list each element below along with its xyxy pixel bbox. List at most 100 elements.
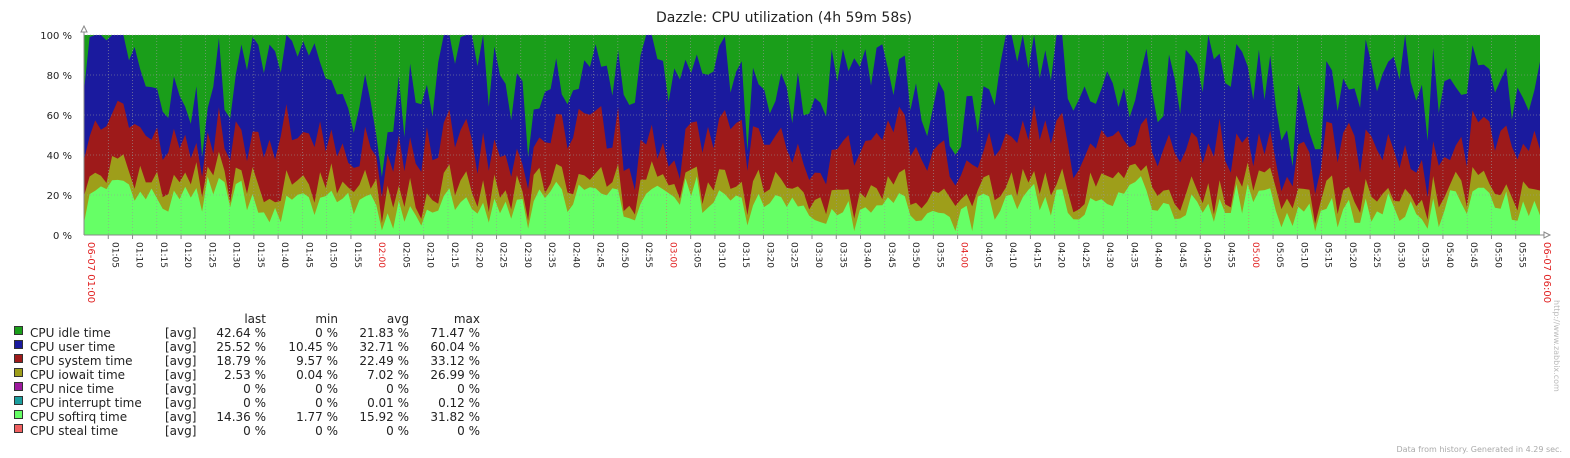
legend-max: 60.04 % bbox=[430, 340, 480, 354]
grid-lines bbox=[84, 34, 1540, 236]
x-tick-label: 04:20 bbox=[1056, 242, 1066, 268]
legend-max: 0.12 % bbox=[438, 396, 480, 410]
x-tick-label: 04:50 bbox=[1201, 242, 1211, 268]
legend-func: [avg] bbox=[165, 326, 197, 340]
legend-avg: 15.92 % bbox=[359, 410, 409, 424]
legend-swatch bbox=[14, 396, 23, 405]
legend-last: 42.64 % bbox=[216, 326, 266, 340]
x-tick-label: 03:05 bbox=[692, 242, 702, 268]
x-tick-label: 04:05 bbox=[983, 242, 993, 268]
x-tick-label: 05:30 bbox=[1395, 242, 1405, 268]
x-tick-label: 01:35 bbox=[255, 242, 265, 268]
footer-note: Data from history. Generated in 4.29 sec… bbox=[1396, 445, 1562, 454]
legend-series-name: CPU softirq time bbox=[30, 410, 128, 424]
legend-last: 14.36 % bbox=[216, 410, 266, 424]
legend-last: 25.52 % bbox=[216, 340, 266, 354]
legend-last: 2.53 % bbox=[224, 368, 266, 382]
x-tick-label: 04:25 bbox=[1080, 242, 1090, 268]
y-axis: 0 % 20 % 40 % 60 % 80 % 100 % bbox=[40, 24, 88, 242]
legend-swatch bbox=[14, 326, 23, 335]
legend-last: 18.79 % bbox=[216, 354, 266, 368]
legend-max: 33.12 % bbox=[430, 354, 480, 368]
legend-avg: 0.01 % bbox=[367, 396, 409, 410]
x-tick-label: 04:35 bbox=[1128, 242, 1138, 268]
x-tick-label: 05:55 bbox=[1517, 242, 1527, 268]
x-tick-label: 01:55 bbox=[352, 242, 362, 268]
x-tick-label: 02:10 bbox=[425, 242, 435, 268]
legend-swatch bbox=[14, 340, 23, 349]
x-edge-label: 06-07 06:00 bbox=[1541, 242, 1552, 303]
x-tick-label: 05:40 bbox=[1444, 242, 1454, 268]
x-tick-label: 03:40 bbox=[862, 242, 872, 268]
legend-avg: 0 % bbox=[386, 424, 409, 438]
x-tick-label: 05:20 bbox=[1347, 242, 1357, 268]
x-tick-label: 04:45 bbox=[1177, 242, 1187, 268]
x-tick-label: 05:35 bbox=[1420, 242, 1430, 268]
legend-header-max: max bbox=[453, 312, 480, 326]
x-tick-label: 05:15 bbox=[1323, 242, 1333, 268]
x-tick-label: 02:55 bbox=[643, 242, 653, 268]
y-tick-label: 0 % bbox=[53, 231, 72, 242]
legend-min: 1.77 % bbox=[296, 410, 338, 424]
x-tick-label: 01:45 bbox=[303, 242, 313, 268]
x-tick-label: 02:00 bbox=[376, 242, 386, 268]
x-tick-label: 02:20 bbox=[473, 242, 483, 268]
x-tick-label: 05:45 bbox=[1468, 242, 1478, 268]
legend-series-name: CPU interrupt time bbox=[30, 396, 142, 410]
x-tick-label: 04:55 bbox=[1226, 242, 1236, 268]
legend-func: [avg] bbox=[165, 424, 197, 438]
legend-func: [avg] bbox=[165, 340, 197, 354]
legend-series-name: CPU system time bbox=[30, 354, 133, 368]
legend-avg: 22.49 % bbox=[359, 354, 409, 368]
legend-swatch bbox=[14, 354, 23, 363]
legend-min: 0 % bbox=[315, 396, 338, 410]
legend-last: 0 % bbox=[243, 382, 266, 396]
legend-header-min: min bbox=[315, 312, 338, 326]
legend-func: [avg] bbox=[165, 396, 197, 410]
legend-func: [avg] bbox=[165, 410, 197, 424]
legend-min: 0.04 % bbox=[296, 368, 338, 382]
legend-header-avg: avg bbox=[386, 312, 409, 326]
x-tick-label: 03:25 bbox=[789, 242, 799, 268]
legend-max: 0 % bbox=[457, 424, 480, 438]
x-axis: 01:05 01:10 01:15 01:20 01:25 01:30 01:35 01:40… bbox=[84, 231, 1552, 303]
x-tick-label: 02:45 bbox=[595, 242, 605, 268]
x-tick-label: 01:05 bbox=[109, 242, 119, 268]
x-tick-label: 04:40 bbox=[1153, 242, 1163, 268]
legend-swatch bbox=[14, 382, 23, 391]
x-tick-label: 03:00 bbox=[667, 242, 677, 268]
chart-title: Dazzle: CPU utilization (4h 59m 58s) bbox=[656, 10, 912, 26]
legend-func: [avg] bbox=[165, 382, 197, 396]
y-tick-label: 100 % bbox=[40, 31, 72, 42]
legend-max: 0 % bbox=[457, 382, 480, 396]
y-tick-label: 60 % bbox=[47, 111, 72, 122]
legend-series-name: CPU iowait time bbox=[30, 368, 126, 382]
x-tick-label: 05:00 bbox=[1250, 242, 1260, 268]
x-tick-label: 05:50 bbox=[1492, 242, 1502, 268]
legend-min: 9.57 % bbox=[296, 354, 338, 368]
x-tick-label: 04:10 bbox=[1007, 242, 1017, 268]
x-tick-label: 02:40 bbox=[570, 242, 580, 268]
x-tick-label: 02:05 bbox=[400, 242, 410, 268]
legend-min: 0 % bbox=[315, 424, 338, 438]
x-tick-label: 01:30 bbox=[231, 242, 241, 268]
x-tick-label: 01:50 bbox=[328, 242, 338, 268]
x-tick-label: 03:45 bbox=[886, 242, 896, 268]
x-tick-label: 02:15 bbox=[449, 242, 459, 268]
legend-max: 71.47 % bbox=[430, 326, 480, 340]
x-tick-label: 01:10 bbox=[134, 242, 144, 268]
legend-swatch bbox=[14, 424, 23, 433]
x-tick-label: 02:50 bbox=[619, 242, 629, 268]
x-tick-label: 04:15 bbox=[1031, 242, 1041, 268]
legend-header-last: last bbox=[244, 312, 266, 326]
x-tick-label: 04:30 bbox=[1104, 242, 1114, 268]
x-tick-label: 05:10 bbox=[1298, 242, 1308, 268]
x-tick-label: 03:15 bbox=[740, 242, 750, 268]
legend-min: 10.45 % bbox=[288, 340, 338, 354]
legend-last: 0 % bbox=[243, 424, 266, 438]
legend-min: 0 % bbox=[315, 382, 338, 396]
y-tick-label: 80 % bbox=[47, 71, 72, 82]
legend-series-name: CPU nice time bbox=[30, 382, 115, 396]
series-softirq-area bbox=[84, 176, 1540, 235]
